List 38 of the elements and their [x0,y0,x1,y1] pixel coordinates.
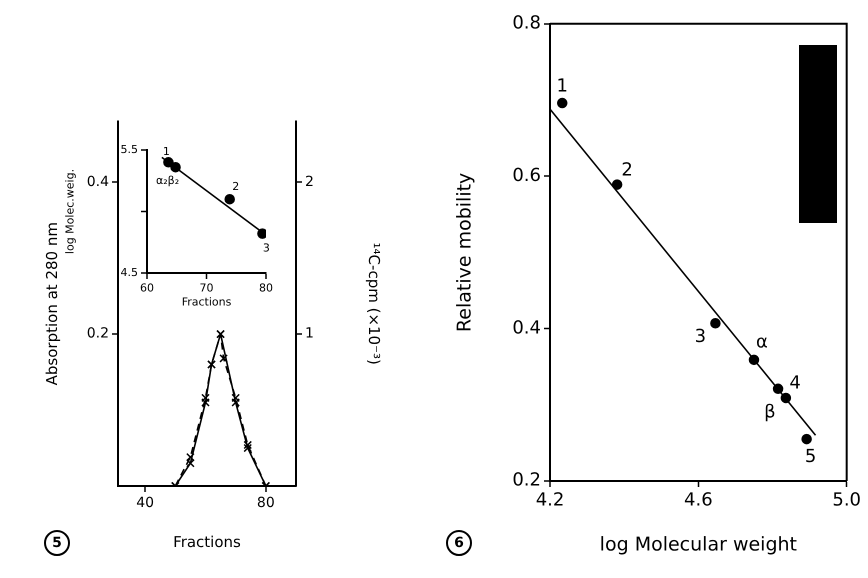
annotation: α₂β₂ [156,174,180,188]
x-tick-label: 60 [140,281,154,294]
y-tick-label: 0.8 [512,12,541,34]
y-tick-label: 0.4 [512,317,541,338]
y2-axis-title: ¹⁴C-cpm (×10⁻³) [365,242,384,365]
x-tick-label: 4.6 [684,489,713,510]
x-axis-title: log Molecular weight [600,534,797,556]
y-tick-label: 0.6 [512,164,541,186]
annotation: β [764,402,776,423]
annotation: 1 [162,145,170,158]
x-tick-label: 40 [136,495,154,512]
y-tick-label: 0.4 [86,174,110,190]
annotation: 3 [262,242,270,254]
y-axis-title: Absorption at 280 nm [42,222,61,386]
x-tick-label: 80 [256,495,275,512]
annotation: 2 [232,180,240,194]
x-tick-label: 70 [200,281,214,294]
x-axis-title: Fractions [173,532,242,551]
text: 5 [44,530,70,556]
y-tick-label: 0.2 [86,326,109,342]
annotation: 4 [789,372,801,394]
y-tick-label: 5.5 [120,142,138,156]
y-tick-label: 4.5 [120,266,138,279]
y2-tick-label: 1 [305,326,314,342]
x-axis-title: Fractions [182,295,232,308]
annotation: 5 [804,446,816,467]
y-tick-label: 0.2 [512,470,541,491]
y-axis-title: log Molec.weig. [63,168,76,254]
annotation: 3 [694,326,706,347]
x-tick-label: 5.0 [832,489,862,510]
y2-tick-label: 2 [305,174,314,190]
annotation: 1 [556,76,568,97]
x-tick-label: 80 [259,281,273,294]
text: 6 [446,530,472,556]
y-axis-title: Relative mobility [453,172,476,332]
annotation: 2 [621,159,633,180]
x-tick-label: 4.2 [536,489,564,510]
annotation: α [756,332,768,353]
